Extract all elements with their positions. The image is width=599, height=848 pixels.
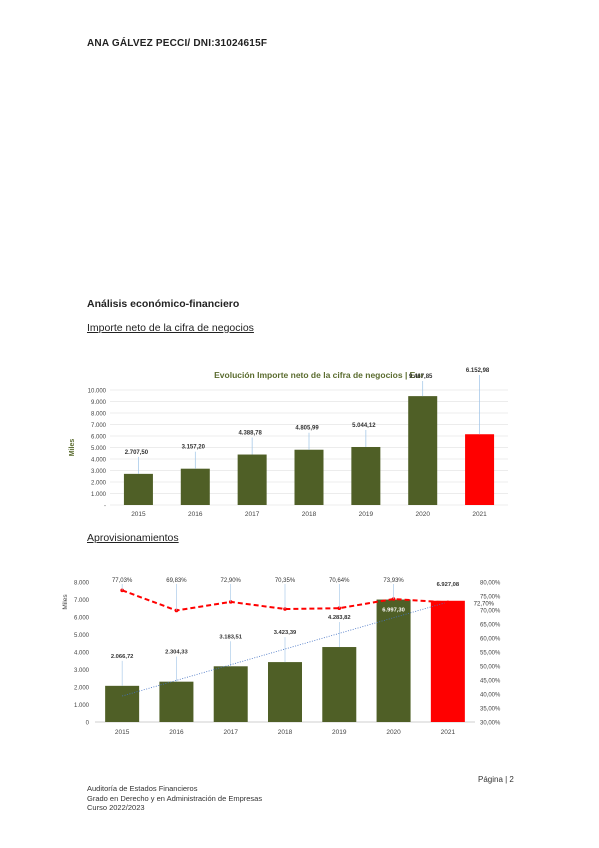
y2-tick-label: 45,00%	[480, 679, 501, 685]
bar	[105, 685, 140, 722]
y-tick-label: 4.000	[74, 651, 90, 657]
data-label: 5.044,12	[352, 423, 376, 429]
footer-degree: Grado en Derecho y en Administración de …	[87, 793, 263, 803]
y-tick-label: 5.000	[74, 633, 90, 639]
x-tick-label: 2016	[188, 511, 203, 518]
data-label: 2.066,72	[111, 654, 134, 660]
subsection-supplies: Aprovisionamientos	[87, 532, 179, 544]
data-label: 4.283,82	[328, 615, 351, 621]
x-tick-label: 2019	[332, 729, 347, 736]
y-axis-label: Miles	[62, 594, 69, 610]
y2-tick-label: 70,00%	[480, 609, 501, 615]
page-number: Página | 2	[478, 775, 514, 784]
y-tick-label: 3.000	[74, 668, 90, 674]
x-tick-label: 2020	[415, 511, 430, 518]
bar	[268, 662, 302, 722]
x-tick-label: 2017	[245, 511, 260, 518]
x-tick-label: 2016	[169, 729, 184, 736]
y2-tick-label: 80,00%	[480, 581, 501, 587]
bar	[294, 449, 324, 505]
y2-tick-label: 65,00%	[480, 623, 501, 629]
bar	[322, 647, 357, 722]
percentage-label: 73,93%	[383, 578, 404, 584]
percentage-point	[446, 600, 450, 605]
percentage-label: 77,03%	[112, 578, 133, 584]
percentage-label: 70,35%	[275, 578, 296, 584]
chart-title: Evolución Importe neto de la cifra de ne…	[214, 370, 424, 380]
data-label: 2.707,50	[125, 450, 149, 456]
y2-tick-label: 75,00%	[480, 595, 501, 601]
bar	[351, 446, 381, 505]
section-title: Análisis económico-financiero	[87, 298, 240, 310]
y-tick-label: 0	[86, 721, 90, 727]
data-label: 2.304,33	[165, 650, 188, 656]
footer-course: Auditoría de Estados Financieros	[87, 784, 198, 793]
bar	[430, 600, 465, 722]
y-tick-label: 2.000	[74, 686, 90, 692]
y2-tick-label: 40,00%	[480, 693, 501, 699]
percentage-label: 72,70%	[474, 601, 495, 607]
footer: Auditoría de Estados Financieros Grado e…	[87, 784, 262, 813]
x-tick-label: 2019	[359, 511, 374, 518]
bar	[213, 666, 248, 722]
y-tick-label: 8.000	[91, 412, 107, 418]
y2-tick-label: 50,00%	[480, 665, 501, 671]
x-tick-label: 2021	[472, 511, 487, 518]
y2-tick-label: 35,00%	[480, 707, 501, 713]
y-tick-label: 7.000	[74, 598, 90, 604]
x-tick-label: 2017	[223, 729, 238, 736]
percentage-label: 69,83%	[166, 578, 187, 584]
trendline	[122, 601, 448, 697]
data-label: 6.152,98	[466, 368, 490, 374]
y-tick-label: 2.000	[91, 481, 107, 487]
y2-tick-label: 60,00%	[480, 637, 501, 643]
y-tick-label: 8.000	[74, 581, 90, 587]
percentage-label: 72,90%	[221, 578, 242, 584]
data-label: 3.157,20	[182, 445, 206, 451]
y-axis-label: Miles	[69, 439, 76, 457]
percentage-label: 70,64%	[329, 578, 350, 584]
x-tick-label: 2018	[302, 511, 317, 518]
data-label: 6.997,30	[382, 608, 405, 614]
y-tick-label: 6.000	[91, 435, 107, 441]
data-label: 4.805,99	[295, 426, 319, 432]
y-tick-label: 4.000	[91, 458, 107, 464]
data-label: 9.467,85	[409, 374, 433, 380]
data-label: 6.927,08	[437, 582, 460, 588]
x-tick-label: 2018	[278, 729, 293, 736]
bar	[237, 454, 267, 505]
bar	[180, 468, 210, 505]
y-tick-label: 7.000	[91, 423, 107, 429]
x-tick-label: 2015	[131, 511, 146, 518]
y2-tick-label: 55,00%	[480, 651, 501, 657]
x-tick-label: 2021	[441, 729, 456, 736]
footer-year: Curso 2022/2023	[87, 803, 145, 812]
data-label: 3.183,51	[219, 634, 242, 640]
data-label: 4.388,78	[238, 431, 262, 437]
y2-tick-label: 30,00%	[480, 721, 501, 727]
bar	[408, 396, 438, 505]
document-header: ANA GÁLVEZ PECCI/ DNI:31024615F	[87, 38, 268, 49]
y-tick-label: -	[104, 504, 106, 510]
y-tick-label: 5.000	[91, 446, 107, 452]
y-tick-label: 6.000	[74, 616, 90, 622]
x-tick-label: 2020	[386, 729, 401, 736]
x-tick-label: 2015	[115, 729, 130, 736]
subsection-revenue: Importe neto de la cifra de negocios	[87, 322, 254, 334]
y-tick-label: 3.000	[91, 469, 107, 475]
y-tick-label: 9.000	[91, 400, 107, 406]
bar	[465, 434, 495, 505]
y-tick-label: 10.000	[88, 389, 107, 395]
y-tick-label: 1.000	[91, 492, 107, 498]
data-label: 3.423,39	[274, 630, 297, 636]
bar	[123, 473, 153, 505]
bar	[159, 681, 194, 722]
bar	[376, 599, 411, 722]
y-tick-label: 1.000	[74, 703, 90, 709]
